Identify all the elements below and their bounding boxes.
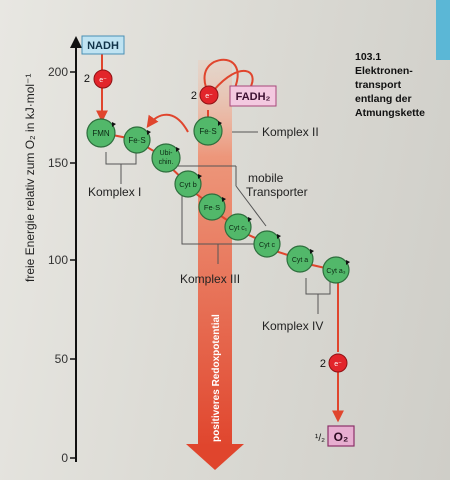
carrier-cyt-a-label: Cyt a xyxy=(292,257,308,264)
carrier-fes-1: Fe·S xyxy=(123,126,151,154)
oxygen-prefix: ¹/₂ xyxy=(315,433,325,444)
tick-100: 100 xyxy=(48,253,68,267)
oxygen-box: ¹/₂ O₂ xyxy=(315,425,355,447)
mobile-label-2: Transporter xyxy=(246,185,308,199)
carrier-ubichinon-label-2: chin. xyxy=(159,159,174,166)
page-edge-tab xyxy=(436,0,450,60)
electron-1-symbol: e⁻ xyxy=(99,77,107,84)
carrier-fes-2: Fe·S xyxy=(193,116,223,146)
electron-2-symbol: e⁻ xyxy=(205,93,213,100)
electron-3-symbol: e⁻ xyxy=(334,361,342,368)
carrier-fmn: FMN xyxy=(86,118,116,148)
carrier-ubichinon: Ubi- chin. xyxy=(151,143,181,173)
tick-0: 0 xyxy=(61,451,68,465)
figure-caption: 103.1 Elektronen- transport entlang der … xyxy=(355,50,445,120)
fadh2-label: FADH₂ xyxy=(236,91,271,103)
bracket-lines xyxy=(105,131,331,314)
carrier-fmn-label: FMN xyxy=(92,129,110,138)
energy-axis xyxy=(70,36,82,462)
carrier-markers xyxy=(112,121,350,265)
carrier-cyt-c-label: Cyt c xyxy=(259,242,275,249)
electron-1-count: 2 xyxy=(84,73,90,85)
carrier-cyt-a: Cyt a xyxy=(286,245,314,273)
carrier-ubichinon-label-1: Ubi- xyxy=(160,150,174,157)
carrier-cyt-b: Cyt b xyxy=(174,170,202,198)
carrier-cyt-b-label: Cyt b xyxy=(179,180,197,189)
carrier-cyt-c1: Cyt c₁ xyxy=(224,213,252,241)
caption-number: 103.1 xyxy=(355,51,382,63)
carrier-fes-1-label: Fe·S xyxy=(128,136,145,145)
oxygen-label: O₂ xyxy=(334,430,349,444)
carrier-fes-2-label: Fe·S xyxy=(199,127,216,136)
komplex-4-label: Komplex IV xyxy=(262,319,323,333)
axis-label: freie Energie relativ zum O₂ in kJ·mol⁻¹ xyxy=(23,74,37,282)
fadh2-box: FADH₂ xyxy=(229,85,277,107)
komplex-1-label: Komplex I xyxy=(88,185,141,199)
electron-3: e⁻ 2 xyxy=(320,353,348,373)
electron-3-count: 2 xyxy=(320,358,326,370)
electron-2-count: 2 xyxy=(191,90,197,102)
komplex-2-label: Komplex II xyxy=(262,125,319,139)
carrier-cyt-c: Cyt c xyxy=(253,230,281,258)
redox-label: positiveres Redoxpotential xyxy=(211,314,222,442)
komplex-3-label: Komplex III xyxy=(180,272,240,286)
carrier-cyt-a3: Cyt a₃ xyxy=(322,256,350,284)
carrier-cyt-a3-label: Cyt a₃ xyxy=(326,268,345,275)
tick-50: 50 xyxy=(55,352,69,366)
carrier-fes-3-label: Fe·S xyxy=(204,203,220,212)
electron-1: e⁻ 2 xyxy=(84,69,113,89)
tick-150: 150 xyxy=(48,156,68,170)
nadh-box: NADH xyxy=(81,35,125,55)
carrier-fes-3: Fe·S xyxy=(198,193,226,221)
carrier-cyt-c1-label: Cyt c₁ xyxy=(229,225,248,232)
caption-text: Elektronen- transport entlang der Atmung… xyxy=(355,65,426,119)
electron-2: e⁻ 2 xyxy=(191,85,219,105)
nadh-label: NADH xyxy=(87,40,119,52)
mobile-label-1: mobile xyxy=(248,171,284,185)
tick-200: 200 xyxy=(48,65,68,79)
